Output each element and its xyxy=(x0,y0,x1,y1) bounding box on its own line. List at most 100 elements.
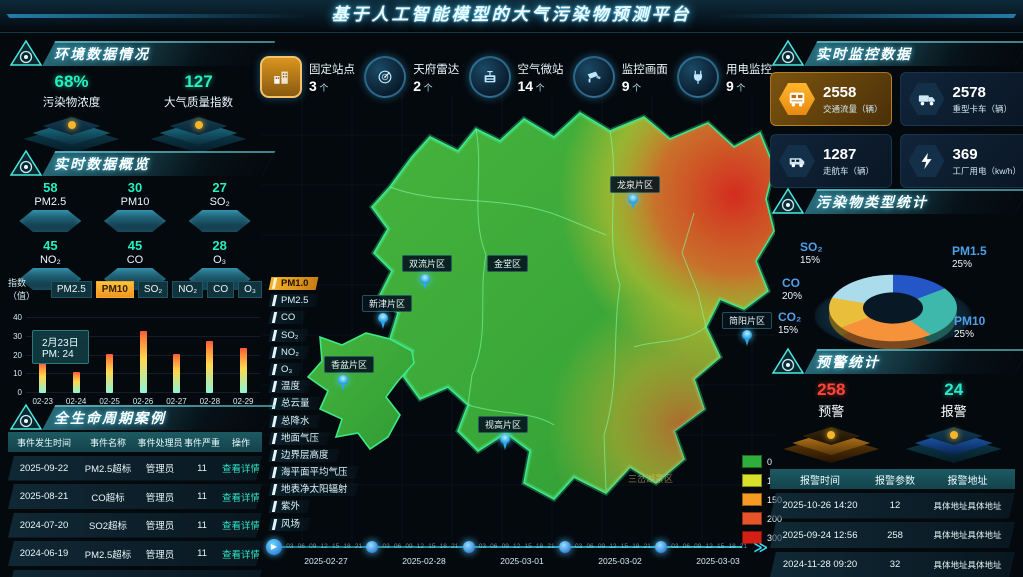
map-layer-item[interactable]: NO₂ xyxy=(268,345,310,359)
region-label[interactable]: 双流片区 xyxy=(402,255,453,272)
timeline[interactable]: ▶ 03 06 09 12 15 18 21 03 06 09 12 15 18 21 03 06 09 12 15 1… xyxy=(266,534,768,574)
chart-tab[interactable]: PM2.5 xyxy=(50,280,92,298)
table-cell: 2025-09-24 12:56 xyxy=(782,529,858,541)
map-layer-item[interactable]: 风场 xyxy=(268,517,311,531)
hour-tick: 09 xyxy=(501,542,509,550)
view-detail-link[interactable]: 查看详情 xyxy=(221,549,260,561)
hour-tick: 21 xyxy=(354,542,363,550)
bar[interactable] xyxy=(239,348,247,393)
map-pin-icon[interactable] xyxy=(376,313,390,331)
map-layer-item[interactable]: CO xyxy=(268,311,306,325)
map-pin-icon[interactable] xyxy=(498,434,512,452)
table-row[interactable]: 2024-06-19 PM2.5超标 管理员 11 查看详情 xyxy=(8,541,262,566)
map-layer-item[interactable]: O₃ xyxy=(268,362,303,376)
bar[interactable] xyxy=(72,372,80,393)
top-header-bar: 基于人工智能模型的大气污染物预测平台 xyxy=(0,0,1023,33)
card-value: 2578 xyxy=(952,83,986,101)
region-label[interactable]: 金堂区 xyxy=(487,255,529,272)
monitor-card[interactable]: 369 工厂用电（kw/h） xyxy=(899,134,1023,188)
table-cell: 12 xyxy=(889,500,901,511)
region-label[interactable]: 视高片区 xyxy=(478,416,529,433)
region-label[interactable]: 香盆片区 xyxy=(324,356,375,373)
view-detail-link[interactable]: 查看详情 xyxy=(221,464,260,475)
map-layer-item[interactable]: SO₂ xyxy=(268,328,309,342)
table-cell: CO超标 xyxy=(91,492,125,504)
map-layer-item[interactable]: 温度 xyxy=(268,380,311,394)
pie-label-name: SO₂ xyxy=(800,240,823,254)
x-axis-tick: 02-27 xyxy=(166,397,187,406)
map-layer-item[interactable]: 总云量 xyxy=(268,397,320,411)
region-label[interactable]: 新津片区 xyxy=(362,295,413,312)
pie-label-pct: 15% xyxy=(778,325,799,336)
play-icon[interactable]: ▶ xyxy=(266,539,282,555)
view-detail-link[interactable]: 查看详情 xyxy=(221,521,260,532)
hour-ticks: 03 06 09 12 15 18 21 xyxy=(378,543,462,550)
table-cell: 258 xyxy=(887,529,903,541)
panel-emblem-icon xyxy=(8,38,44,68)
monitor-card[interactable]: 2558 交通流量（辆） xyxy=(770,72,892,126)
table-cell: 2025-08-21 xyxy=(19,491,69,502)
region-label[interactable]: 龙泉片区 xyxy=(610,176,661,193)
pie-label-pct: 15% xyxy=(800,255,821,266)
hour-tick: 06 xyxy=(393,542,402,550)
panel-warning-stats: 预警统计 258 预警 24 报警 报警时间 报警参数 报警地址 2025-10… xyxy=(770,346,1023,577)
region-label[interactable]: 简阳片区 xyxy=(722,312,773,329)
map-layer-item[interactable]: 地面气压 xyxy=(268,431,330,445)
monitor-card[interactable]: 2578 重型卡车（辆） xyxy=(899,72,1023,126)
camera-icon xyxy=(572,56,615,98)
hour-tick: 09 xyxy=(405,542,413,550)
chart-tab[interactable]: PM10 xyxy=(95,280,134,298)
pie-label: CO₂ 15% xyxy=(778,310,801,338)
panel-title: 污染物类型统计 xyxy=(816,194,928,210)
stat-value: 27 xyxy=(212,180,227,195)
bar[interactable] xyxy=(106,353,114,393)
timeline-node[interactable] xyxy=(366,541,379,553)
pie-donut[interactable] xyxy=(828,274,957,342)
station-stat: 监控画面 9 个 xyxy=(572,56,668,98)
panel-lifecycle-cases: 全生命周期案例 事件发生时间 事件名称 事件处理员 事件严重度 操作 2025-… xyxy=(8,402,276,577)
hour-tick: 21 xyxy=(643,542,651,550)
map-layer-item[interactable]: 总降水 xyxy=(268,414,320,428)
map-layer-item[interactable]: 海平面平均气压 xyxy=(268,466,358,480)
bar[interactable] xyxy=(206,340,214,393)
platform-graphic xyxy=(150,113,247,153)
chart-tab[interactable]: SO₂ xyxy=(137,280,169,298)
map-pin-icon[interactable] xyxy=(336,375,350,393)
map-layer-item[interactable]: 紫外 xyxy=(268,500,311,514)
map-layer-item[interactable]: 边界层高度 xyxy=(268,448,339,462)
bar[interactable] xyxy=(39,363,47,393)
timeline-node[interactable] xyxy=(655,541,668,553)
table-row[interactable]: 2024-07-20 SO2超标 管理员 11 查看详情 xyxy=(8,513,262,538)
card-label: 工厂用电（kw/h） xyxy=(952,165,1021,176)
table-row[interactable]: 2025-08-21 CO超标 管理员 11 查看详情 xyxy=(8,484,262,509)
table-row[interactable]: 2025-10-26 14:20 12 具体地址具体地址 xyxy=(770,493,1015,519)
table-row[interactable]: 2025-09-22 PM2.5超标 管理员 11 查看详情 xyxy=(8,456,262,481)
bar[interactable] xyxy=(172,353,180,393)
table-row[interactable]: 2025-09-24 12:56 258 具体地址具体地址 xyxy=(770,522,1015,548)
bar[interactable] xyxy=(139,331,147,393)
map-pin-icon[interactable] xyxy=(418,274,432,292)
map-canvas[interactable] xyxy=(262,95,775,540)
card-text: 2558 交通流量（辆） xyxy=(823,84,883,115)
map-layer-item[interactable]: PM1.0 xyxy=(268,277,319,290)
map-pin-icon[interactable] xyxy=(740,330,754,348)
timeline-date: 2025-02-28 xyxy=(402,556,446,566)
panel-emblem-icon xyxy=(770,186,806,216)
view-detail-link[interactable]: 查看详情 xyxy=(221,492,260,504)
map-layer-item[interactable]: 地表净太阳辐射 xyxy=(268,483,358,497)
legend-value: 200 xyxy=(767,513,783,524)
chart-tab[interactable]: O₃ xyxy=(238,280,262,298)
fast-forward-icon[interactable]: ≫ xyxy=(753,539,768,555)
plug-icon xyxy=(677,56,719,98)
map-pin-icon[interactable] xyxy=(626,194,640,212)
chart-tab[interactable]: NO₂ xyxy=(172,280,204,298)
map-layer-item[interactable]: PM2.5 xyxy=(268,294,319,308)
timeline-node[interactable] xyxy=(462,541,475,553)
table-row[interactable]: 2024-11-28 09:20 32 具体地址具体地址 xyxy=(770,552,1015,577)
chart-tab[interactable]: CO xyxy=(207,280,235,298)
stat-value: 58 xyxy=(43,180,58,195)
monitor-card[interactable]: 1287 走航车（辆） xyxy=(770,134,892,188)
timeline-node[interactable] xyxy=(558,541,571,553)
